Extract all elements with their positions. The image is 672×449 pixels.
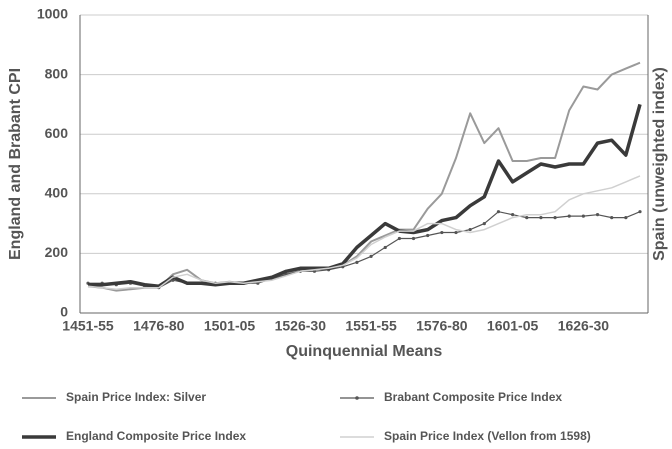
legend-label: Brabant Composite Price Index (384, 390, 562, 404)
series-marker (610, 216, 614, 220)
legend-label: Spain Price Index (Vellon from 1598) (384, 429, 591, 443)
series-marker (553, 216, 557, 220)
series-marker (567, 214, 571, 218)
series-marker (539, 216, 543, 220)
y-tick-label: 200 (45, 244, 69, 260)
series-marker (595, 213, 600, 217)
x-tick-label: 1501-05 (204, 318, 256, 334)
x-tick-label: 1576-80 (416, 318, 468, 334)
series-marker (496, 210, 501, 214)
series-marker (525, 216, 529, 220)
x-tick-label: 1526-30 (275, 318, 327, 334)
legend-marker (355, 396, 359, 400)
series-marker (369, 254, 373, 258)
y-tick-label: 0 (60, 304, 68, 320)
series-marker (511, 213, 515, 217)
x-tick-label: 1551-55 (345, 318, 397, 334)
series-marker (440, 230, 444, 235)
y-tick-label: 400 (45, 185, 69, 201)
x-axis-label: Quinquennial Means (286, 343, 443, 360)
series-marker (581, 214, 585, 218)
x-tick-label: 1626-30 (558, 318, 610, 334)
series-marker (355, 260, 359, 264)
series-line (87, 61, 641, 292)
series-marker (638, 210, 642, 214)
series-line (88, 103, 642, 288)
x-tick-label: 1601-05 (487, 318, 539, 334)
x-tick-label: 1451-55 (62, 318, 114, 334)
series-marker (454, 230, 458, 235)
legend-label: Spain Price Index: Silver (66, 390, 206, 404)
series-marker (482, 222, 486, 226)
x-tick-label: 1476-80 (133, 318, 185, 334)
series-marker (468, 227, 472, 232)
y-tick-label: 1000 (37, 6, 68, 22)
y-tick-label: 600 (45, 125, 69, 141)
series-line (87, 175, 641, 290)
legend-label: England Composite Price Index (66, 429, 246, 443)
series-marker (397, 236, 401, 241)
y-axis-label: England and Brabant CPI (7, 68, 24, 260)
y-tick-label: 800 (45, 65, 69, 81)
series-marker (426, 233, 430, 238)
series-marker (383, 245, 387, 250)
series-marker (411, 236, 416, 241)
y2-axis-label: Spain (unweighted index) (651, 67, 668, 261)
series-marker (624, 216, 628, 220)
